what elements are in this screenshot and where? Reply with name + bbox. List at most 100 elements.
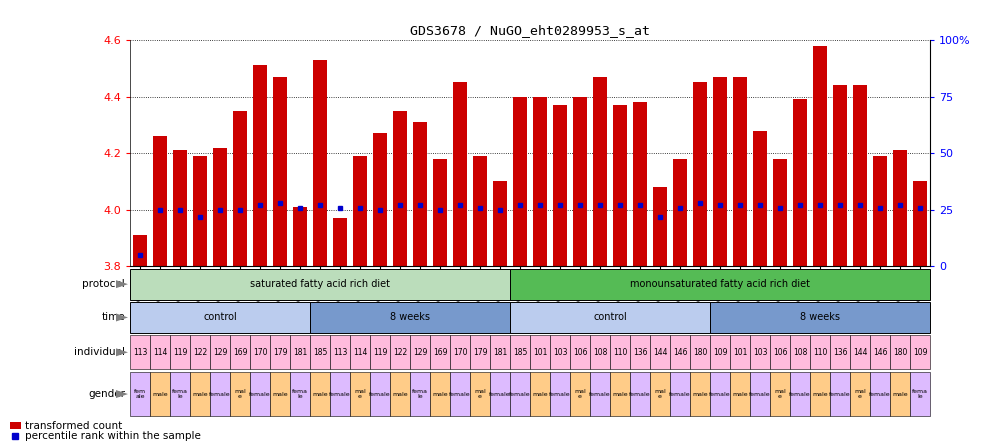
Text: 185: 185 bbox=[313, 348, 327, 357]
Bar bbox=[673, 159, 687, 266]
Bar bbox=[433, 159, 447, 266]
Text: 180: 180 bbox=[893, 348, 907, 357]
Bar bbox=[753, 131, 767, 266]
Bar bbox=[910, 372, 930, 416]
Bar bbox=[230, 372, 250, 416]
Bar bbox=[773, 159, 787, 266]
Bar bbox=[353, 156, 367, 266]
Bar bbox=[450, 335, 470, 369]
Bar bbox=[413, 122, 427, 266]
Bar bbox=[890, 372, 910, 416]
Bar bbox=[293, 207, 307, 266]
Bar bbox=[170, 372, 190, 416]
Text: protocol: protocol bbox=[82, 279, 125, 289]
Text: 129: 129 bbox=[213, 348, 227, 357]
Text: mal
e: mal e bbox=[354, 388, 366, 400]
Text: female: female bbox=[869, 392, 891, 396]
Bar bbox=[833, 85, 847, 266]
Bar bbox=[130, 269, 510, 300]
Bar bbox=[573, 97, 587, 266]
Text: male: male bbox=[312, 392, 328, 396]
Text: female: female bbox=[329, 392, 351, 396]
Text: fema
le: fema le bbox=[172, 388, 188, 400]
Text: 181: 181 bbox=[493, 348, 507, 357]
Text: fem
ale: fem ale bbox=[134, 388, 146, 400]
Text: fema
le: fema le bbox=[292, 388, 308, 400]
Text: mal
e: mal e bbox=[234, 388, 246, 400]
Bar bbox=[650, 335, 670, 369]
Bar bbox=[190, 372, 210, 416]
Text: 108: 108 bbox=[593, 348, 607, 357]
Text: 109: 109 bbox=[913, 348, 927, 357]
Text: 170: 170 bbox=[453, 348, 467, 357]
Bar bbox=[750, 372, 770, 416]
Bar bbox=[230, 335, 250, 369]
Text: female: female bbox=[589, 392, 611, 396]
Text: monounsaturated fatty acid rich diet: monounsaturated fatty acid rich diet bbox=[630, 279, 810, 289]
Bar bbox=[713, 77, 727, 266]
Bar bbox=[490, 335, 510, 369]
Bar bbox=[630, 335, 650, 369]
Text: female: female bbox=[489, 392, 511, 396]
Bar bbox=[610, 372, 630, 416]
Bar bbox=[670, 335, 690, 369]
Text: control: control bbox=[593, 313, 627, 322]
Bar bbox=[390, 335, 410, 369]
Bar bbox=[193, 156, 207, 266]
Text: fema
le: fema le bbox=[412, 388, 428, 400]
Text: male: male bbox=[272, 392, 288, 396]
Bar bbox=[470, 335, 490, 369]
Text: 185: 185 bbox=[513, 348, 527, 357]
Text: 122: 122 bbox=[393, 348, 407, 357]
Bar bbox=[870, 335, 890, 369]
Bar bbox=[410, 372, 430, 416]
Bar bbox=[310, 335, 330, 369]
Text: female: female bbox=[249, 392, 271, 396]
Text: female: female bbox=[209, 392, 231, 396]
Bar bbox=[830, 372, 850, 416]
Text: male: male bbox=[192, 392, 208, 396]
Bar bbox=[313, 60, 327, 266]
Bar bbox=[810, 372, 830, 416]
Text: male: male bbox=[532, 392, 548, 396]
Text: 114: 114 bbox=[153, 348, 167, 357]
Bar bbox=[553, 105, 567, 266]
Bar bbox=[790, 335, 810, 369]
Bar bbox=[170, 335, 190, 369]
Bar bbox=[370, 372, 390, 416]
Text: 169: 169 bbox=[433, 348, 447, 357]
Text: female: female bbox=[829, 392, 851, 396]
Text: female: female bbox=[749, 392, 771, 396]
Bar bbox=[510, 269, 930, 300]
Bar bbox=[373, 133, 387, 266]
Bar bbox=[550, 372, 570, 416]
Bar bbox=[510, 372, 530, 416]
Bar bbox=[453, 83, 467, 266]
Bar bbox=[470, 372, 490, 416]
Bar bbox=[890, 335, 910, 369]
Text: 110: 110 bbox=[813, 348, 827, 357]
Bar bbox=[150, 372, 170, 416]
Bar bbox=[333, 218, 347, 266]
Bar bbox=[770, 335, 790, 369]
Text: 106: 106 bbox=[573, 348, 587, 357]
Bar bbox=[330, 372, 350, 416]
Bar bbox=[270, 335, 290, 369]
Bar bbox=[133, 235, 147, 266]
Bar bbox=[250, 372, 270, 416]
Bar bbox=[710, 302, 930, 333]
Bar bbox=[670, 372, 690, 416]
Text: 113: 113 bbox=[333, 348, 347, 357]
Bar bbox=[613, 105, 627, 266]
Text: 170: 170 bbox=[253, 348, 267, 357]
Text: 136: 136 bbox=[833, 348, 847, 357]
Bar bbox=[813, 46, 827, 266]
Bar bbox=[213, 147, 227, 266]
Bar bbox=[510, 335, 530, 369]
Text: male: male bbox=[432, 392, 448, 396]
Bar bbox=[913, 182, 927, 266]
Bar bbox=[873, 156, 887, 266]
Bar bbox=[910, 335, 930, 369]
Bar bbox=[550, 335, 570, 369]
Text: 122: 122 bbox=[193, 348, 207, 357]
